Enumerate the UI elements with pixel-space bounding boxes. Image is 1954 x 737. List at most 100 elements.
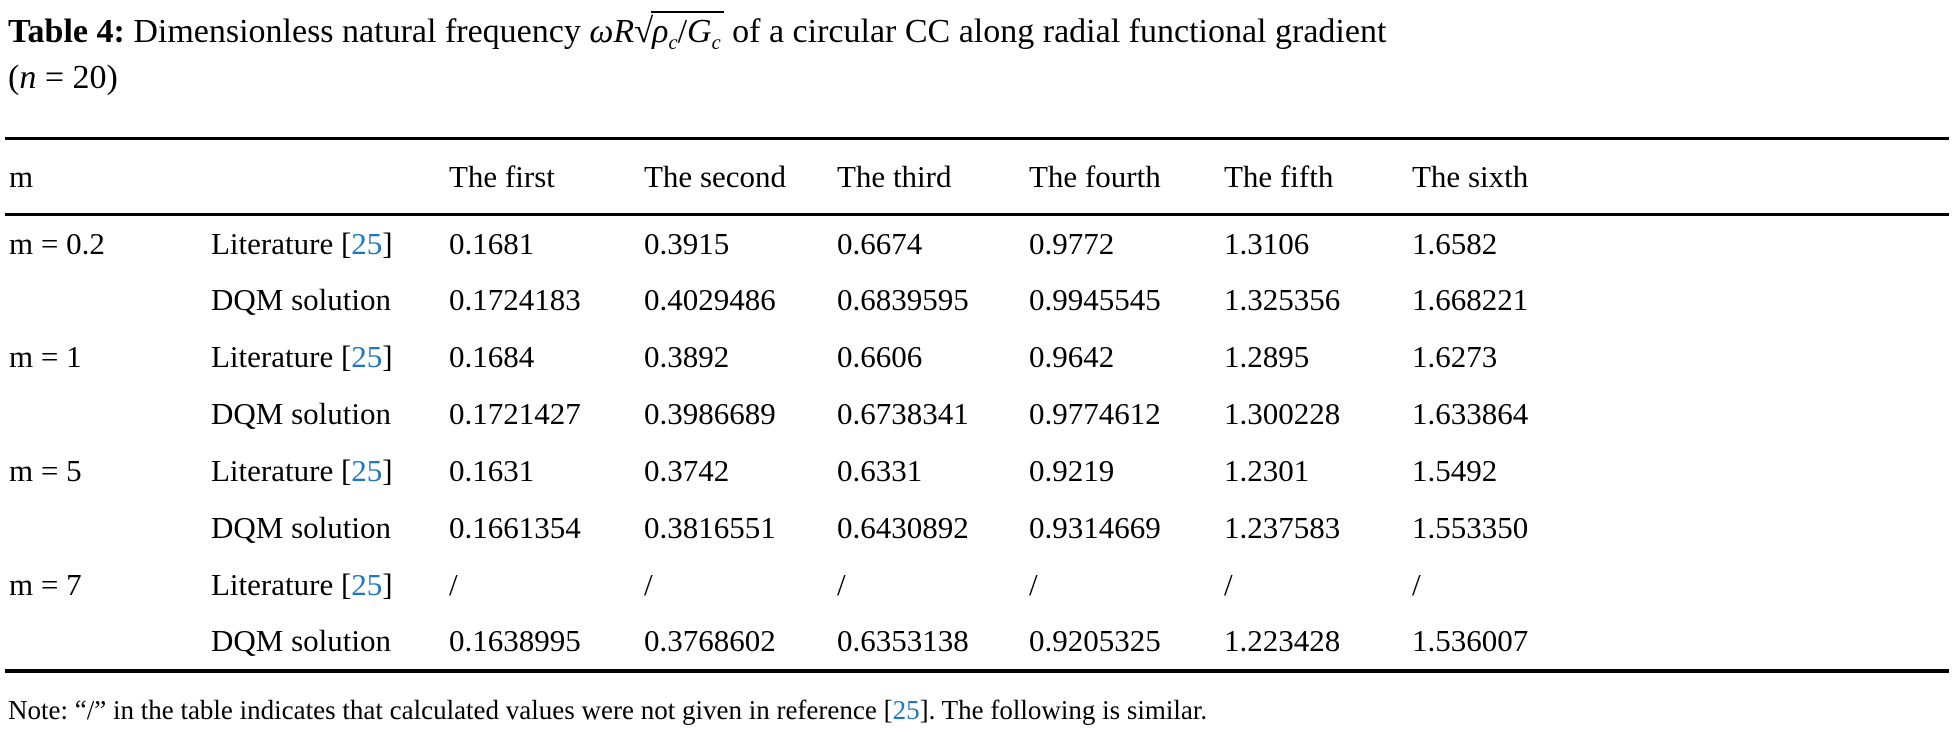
- citation-bracket-close: ]: [382, 453, 393, 488]
- header-cell-sixth: The sixth: [1412, 138, 1949, 216]
- citation: [25]: [341, 453, 393, 488]
- citation-bracket-close: ]: [919, 694, 929, 725]
- value-cell: 0.6674: [837, 225, 923, 261]
- value-cell: /: [644, 567, 653, 602]
- method-label: DQM solution: [211, 623, 391, 658]
- citation-ref[interactable]: 25: [351, 453, 383, 488]
- citation-bracket-open: [: [340, 225, 352, 261]
- citation: [25]: [341, 226, 393, 261]
- citation: [25]: [341, 339, 393, 374]
- footnote-text-pre: Note: “/” in the table indicates that ca…: [8, 694, 877, 725]
- value-cell: /: [1224, 567, 1233, 602]
- formula-rho: ρ: [652, 13, 669, 50]
- table-row: DQM solution 0.1721427 0.3986689 0.67383…: [5, 386, 1949, 443]
- value-cell: 0.9219: [1029, 453, 1115, 488]
- method-label: Literature: [211, 567, 334, 602]
- value-cell: 0.6353138: [837, 623, 969, 658]
- radical-sign-icon: √: [634, 11, 654, 50]
- value-cell: 0.1661354: [449, 510, 581, 545]
- value-cell: 1.2895: [1224, 339, 1310, 374]
- value-cell: 1.633864: [1412, 396, 1529, 431]
- formula-rho-subscript: c: [668, 32, 678, 55]
- header-row: m The first The second The third The fou…: [5, 138, 1949, 216]
- table-row: m = 0.2 Literature [25] 0.1681 0.3915 0.…: [5, 215, 1949, 272]
- paren-open: (: [8, 59, 20, 96]
- formula-g: G: [687, 13, 712, 50]
- value-cell: 0.6839595: [837, 282, 969, 317]
- value-cell: 0.6331: [837, 453, 923, 488]
- table-footnote: Note: “/” in the table indicates that ca…: [8, 693, 1944, 727]
- caption-text-pre: Dimensionless natural frequency: [133, 13, 581, 50]
- row-label-cell: m = 1: [9, 339, 82, 374]
- citation: [25]: [884, 695, 929, 725]
- table-row: DQM solution 0.1638995 0.3768602 0.63531…: [5, 614, 1949, 671]
- header-cell-m: m: [5, 138, 211, 216]
- value-cell: 0.3742: [644, 453, 730, 488]
- value-cell: 0.1638995: [449, 623, 581, 658]
- value-cell: 0.3768602: [644, 623, 776, 658]
- citation: [25]: [341, 567, 393, 602]
- value-cell: 0.4029486: [644, 282, 776, 317]
- value-cell: /: [449, 567, 458, 602]
- value-cell: 0.9314669: [1029, 510, 1161, 545]
- value-cell: 0.6606: [837, 339, 923, 374]
- citation-bracket-open: [: [883, 694, 893, 725]
- citation-bracket-close: ]: [382, 225, 393, 261]
- value-cell: /: [1029, 567, 1038, 602]
- value-cell: 0.6430892: [837, 510, 969, 545]
- header-cell-fourth: The fourth: [1029, 138, 1224, 216]
- value-cell: 0.9772: [1029, 225, 1115, 261]
- caption-text-post: of a circular CC along radial functional…: [732, 13, 1387, 50]
- method-label: Literature: [211, 453, 334, 488]
- method-cell: Literature [25]: [211, 329, 449, 386]
- formula-omega-r: ωR: [589, 13, 635, 50]
- value-cell: /: [837, 567, 846, 602]
- method-label: DQM solution: [211, 510, 391, 545]
- value-cell: 0.3892: [644, 339, 730, 374]
- value-cell: 0.1684: [449, 339, 535, 374]
- row-label-cell: m = 0.2: [9, 225, 105, 261]
- row-label-cell: [5, 500, 211, 557]
- caption-parameter: (n = 20): [8, 59, 118, 96]
- formula-slash: /: [677, 13, 688, 50]
- citation-bracket-open: [: [340, 339, 352, 374]
- method-cell: DQM solution: [211, 386, 449, 443]
- citation-ref[interactable]: 25: [351, 225, 383, 261]
- value-cell: 0.1721427: [449, 396, 581, 431]
- formula-g-subscript: c: [711, 32, 721, 55]
- header-cell-third: The third: [837, 138, 1029, 216]
- citation-ref[interactable]: 25: [351, 339, 383, 374]
- citation-bracket-close: ]: [382, 567, 393, 602]
- row-label-cell: [5, 614, 211, 671]
- frequency-formula: ωR√ρc/Gc: [589, 11, 724, 54]
- value-cell: 1.2301: [1224, 453, 1310, 488]
- value-cell: 0.9642: [1029, 339, 1115, 374]
- header-cell-fifth: The fifth: [1224, 138, 1412, 216]
- method-label: Literature: [211, 339, 334, 374]
- value-cell: 0.9774612: [1029, 396, 1161, 431]
- value-cell: 1.223428: [1224, 623, 1341, 658]
- row-label-cell: m = 7: [9, 567, 82, 602]
- value-cell: 1.5492: [1412, 453, 1498, 488]
- method-label: DQM solution: [211, 282, 391, 317]
- table-row: m = 1 Literature [25] 0.1684 0.3892 0.66…: [5, 329, 1949, 386]
- value-cell: /: [1412, 567, 1421, 602]
- table-row: DQM solution 0.1661354 0.3816551 0.64308…: [5, 500, 1949, 557]
- citation-ref[interactable]: 25: [351, 567, 383, 602]
- parameter-value: = 20): [36, 59, 118, 96]
- value-cell: 1.6582: [1412, 225, 1498, 261]
- row-label-cell: [5, 386, 211, 443]
- value-cell: 0.1631: [449, 453, 535, 488]
- value-cell: 1.6273: [1412, 339, 1498, 374]
- value-cell: 1.237583: [1224, 510, 1341, 545]
- method-label: DQM solution: [211, 396, 391, 431]
- method-cell: DQM solution: [211, 500, 449, 557]
- citation-ref[interactable]: 25: [892, 694, 920, 725]
- row-label-cell: [5, 272, 211, 329]
- value-cell: 0.1681: [449, 225, 535, 261]
- value-cell: 1.536007: [1412, 623, 1529, 658]
- table-caption: Table 4: Dimensionless natural frequency…: [8, 8, 1944, 101]
- header-cell-method: [211, 138, 449, 216]
- method-cell: DQM solution: [211, 614, 449, 671]
- header-cell-first: The first: [449, 138, 644, 216]
